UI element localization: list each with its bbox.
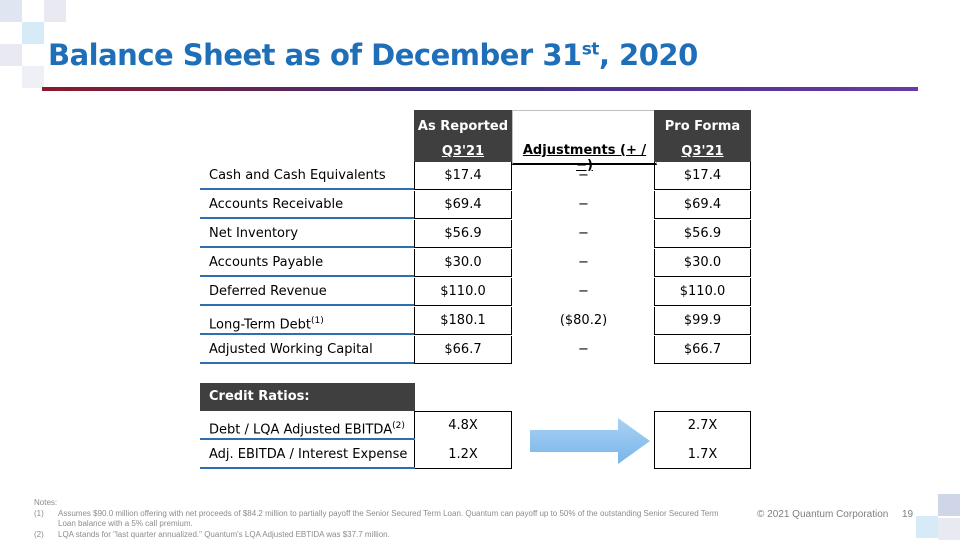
cell-pro-forma: $69.4 — [654, 191, 751, 219]
header-pro-forma: Pro Forma Q3'21 — [654, 110, 751, 162]
header-label: Q3'21 — [681, 144, 724, 159]
table-row-label: Adjusted Working Capital — [200, 336, 415, 364]
cell-reported: $56.9 — [414, 220, 512, 248]
cell-pro-forma: $30.0 — [654, 249, 751, 277]
cell-reported: $30.0 — [414, 249, 512, 277]
cell-reported: $17.4 — [414, 162, 512, 190]
footnote: (2) LQA stands for "last quarter annualiz… — [34, 529, 390, 539]
decor-square — [22, 22, 44, 44]
cell-adjustment: − — [578, 226, 589, 241]
cell-adjustment: − — [578, 284, 589, 299]
header-as-reported: As Reported Q3'21 — [414, 110, 512, 162]
cell-adjustment: − — [578, 342, 589, 357]
cell-pro-forma: 2.7X — [687, 418, 718, 433]
credit-reported-box — [414, 411, 512, 469]
cell-pro-forma: $110.0 — [654, 278, 751, 306]
header-label: Pro Forma — [664, 119, 741, 134]
decor-square — [22, 66, 44, 88]
page-title: Balance Sheet as of December 31st, 2020 — [48, 38, 698, 72]
cell-adjustment: − — [578, 168, 589, 183]
table-row-label: Net Inventory — [200, 220, 415, 248]
cell-reported: $180.1 — [414, 307, 512, 335]
cell-reported: $66.7 — [414, 336, 512, 364]
cell-reported: 1.2X — [448, 447, 478, 462]
cell-adjustment: ($80.2) — [559, 313, 608, 328]
decor-square — [916, 516, 938, 538]
table-row-label: Deferred Revenue — [200, 278, 415, 306]
notes-heading: Notes: — [34, 498, 58, 507]
cell-pro-forma: 1.7X — [687, 447, 718, 462]
footnote: (1) Assumes $90.0 million offering with n… — [34, 508, 719, 529]
cell-pro-forma: $17.4 — [654, 162, 751, 190]
table-row-label: Accounts Receivable — [200, 191, 415, 219]
decor-square — [44, 0, 66, 22]
cell-adjustment: − — [578, 255, 589, 270]
table-row-label: Accounts Payable — [200, 249, 415, 277]
header-label: Q3'21 — [441, 144, 485, 159]
footnotes: Notes: (1) Assumes $90.0 million offering… — [34, 498, 734, 540]
decor-square — [0, 44, 22, 66]
credit-row-label: Debt / LQA Adjusted EBITDA(2) — [200, 412, 415, 440]
header-label: As Reported — [417, 119, 509, 134]
credit-row-label: Adj. EBITDA / Interest Expense — [200, 441, 415, 469]
cell-reported: $69.4 — [414, 191, 512, 219]
cell-pro-forma: $99.9 — [654, 307, 751, 335]
cell-reported: $110.0 — [414, 278, 512, 306]
cell-pro-forma: $66.7 — [654, 336, 751, 364]
decor-square — [938, 494, 960, 516]
header-label: Adjustments (+ / −) — [522, 143, 647, 173]
title-divider — [42, 87, 918, 91]
cell-reported: 4.8X — [448, 418, 478, 433]
credit-pro-forma-box — [654, 411, 751, 469]
table-row-label: Cash and Cash Equivalents — [200, 162, 415, 190]
page-number: 19 — [902, 509, 914, 520]
cell-adjustment: − — [578, 197, 589, 212]
table-row-label: Long-Term Debt(1) — [200, 307, 415, 335]
cell-pro-forma: $56.9 — [654, 220, 751, 248]
right-arrow-icon — [530, 418, 650, 464]
decor-square — [938, 518, 960, 540]
credit-ratios-header: Credit Ratios: — [200, 383, 415, 411]
copyright-footer: © 2021 Quantum Corporation — [757, 509, 889, 520]
decor-square — [0, 0, 22, 22]
header-adjustments: Adjustments (+ / −) — [512, 110, 657, 173]
